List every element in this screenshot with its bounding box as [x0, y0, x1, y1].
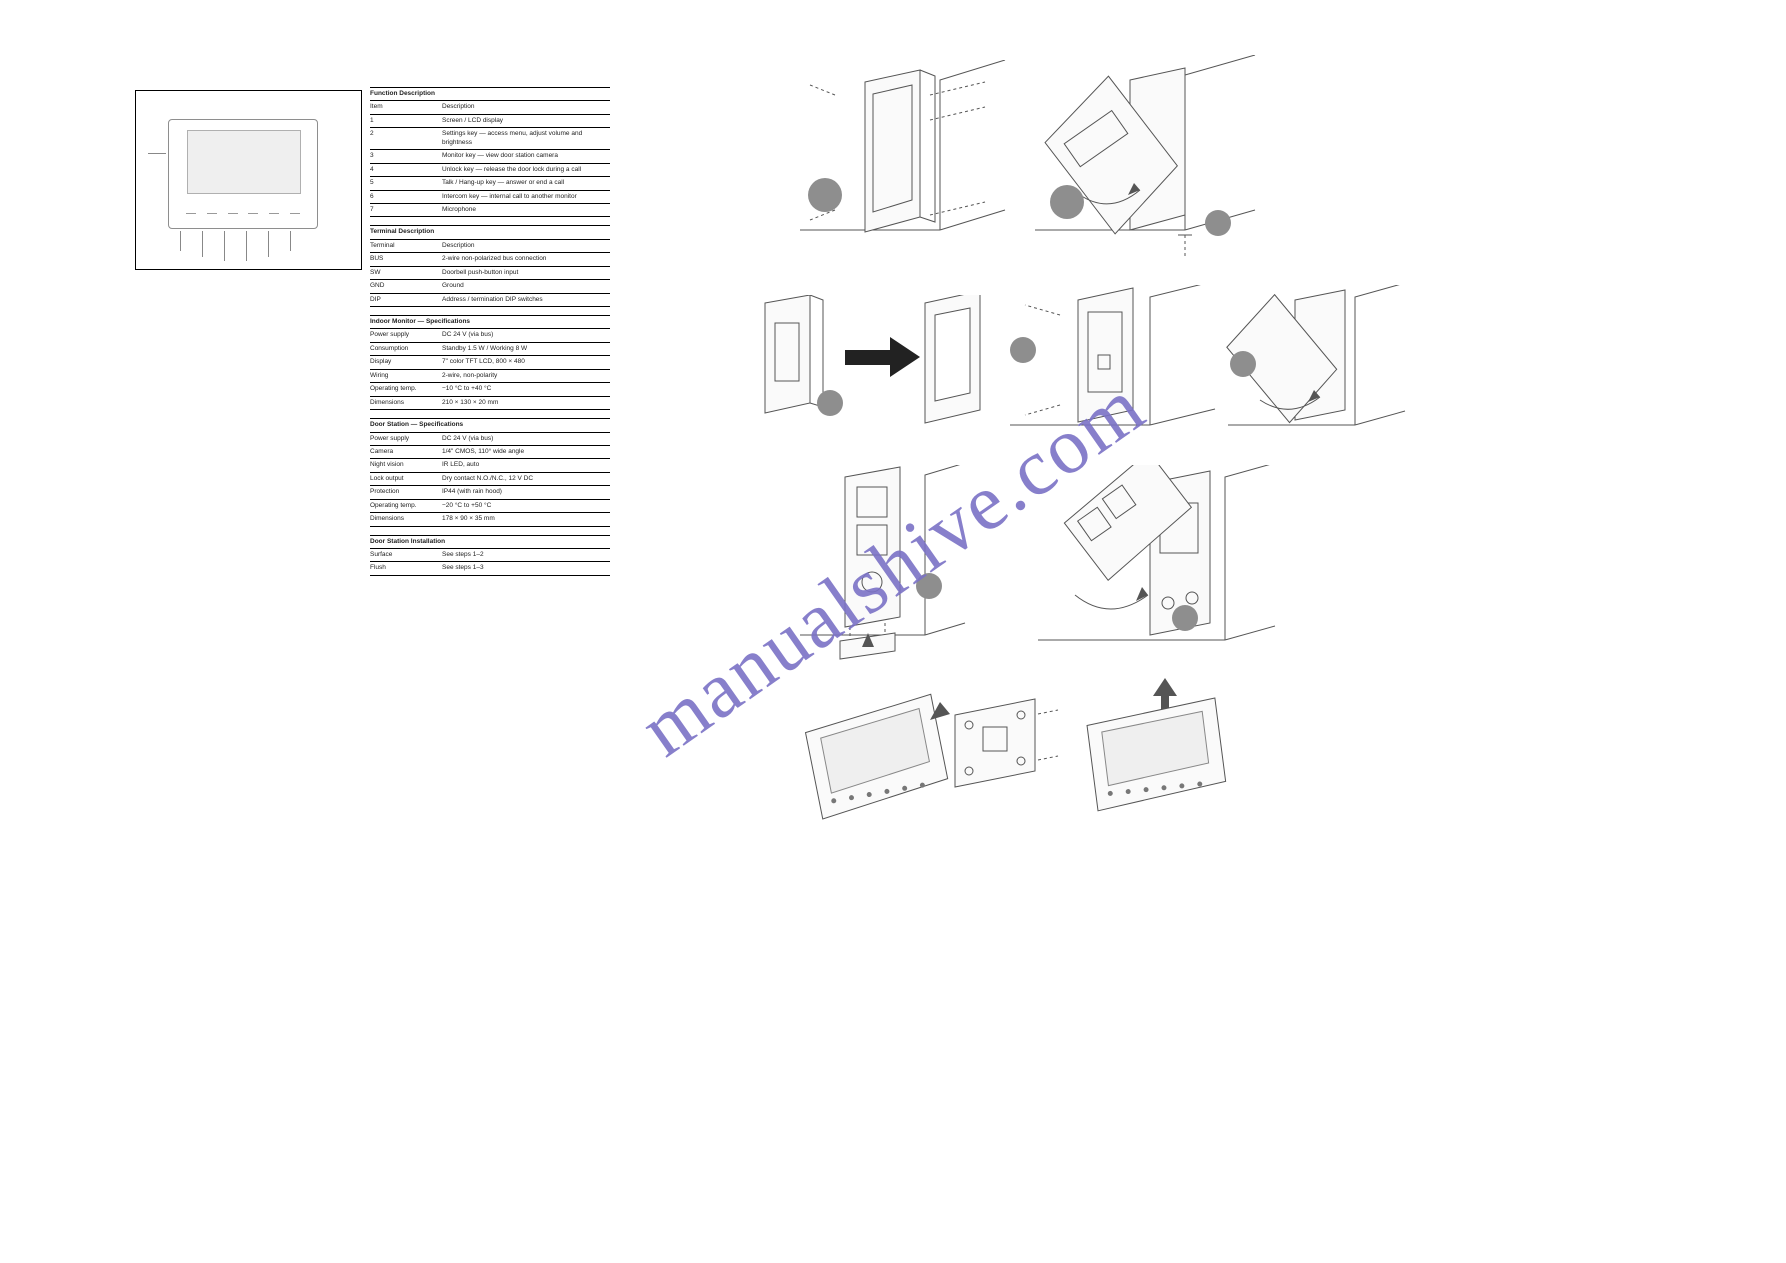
install-table-row: FlushSee steps 1–3 [370, 562, 610, 575]
monitor-mount-step2-fig [1075, 678, 1245, 813]
door-spec-row: Operating temp.−20 °C to +50 °C [370, 500, 610, 513]
function-table-row: 3Monitor key — view door station camera [370, 150, 610, 163]
function-table: Function Description ItemDescription 1Sc… [370, 87, 610, 217]
door-spec-row: Night visionIR LED, auto [370, 459, 610, 472]
spec-text-column: Function Description ItemDescription 1Sc… [370, 85, 610, 576]
install-table-row: SurfaceSee steps 1–2 [370, 549, 610, 562]
function-table-row: 2Settings key — access menu, adjust volu… [370, 128, 610, 150]
function-table-row: 1Screen / LCD display [370, 115, 610, 128]
callout-lead [246, 231, 247, 261]
install-table-title: Door Station Installation [370, 536, 610, 549]
step-dot-icon [1010, 337, 1036, 363]
flush-step1-fig [745, 295, 990, 430]
step-dot-icon [1050, 185, 1084, 219]
function-table-row: 5Talk / Hang-up key — answer or end a ca… [370, 177, 610, 190]
monitor-drawing-box [135, 90, 362, 270]
callout-lead [268, 231, 269, 257]
function-table-row: 4Unlock key — release the door lock duri… [370, 164, 610, 177]
monitor-spec-row: Operating temp.−10 °C to +40 °C [370, 383, 610, 396]
terminals-table-row: SWDoorbell push-button input [370, 267, 610, 280]
surface-step1-fig [790, 60, 1010, 250]
monitor-button-row [181, 213, 305, 222]
callout-lead [180, 231, 181, 251]
monitor-spec-table: Indoor Monitor — Specifications Power su… [370, 315, 610, 410]
monitor-btn [269, 213, 279, 222]
function-table-row: ItemDescription [370, 101, 610, 114]
terminals-table-title: Terminal Description [370, 226, 610, 239]
step-dot-icon [1172, 605, 1198, 631]
step-dot-icon [817, 390, 843, 416]
monitor-spec-row: Display7" color TFT LCD, 800 × 480 [370, 356, 610, 369]
door-spec-row: ProtectionIP44 (with rain hood) [370, 486, 610, 499]
monitor-mount-step1-fig [800, 690, 1060, 820]
step-dot-icon [1230, 351, 1256, 377]
monitor-spec-row: Wiring2-wire, non-polarity [370, 370, 610, 383]
monitor-btn [207, 213, 217, 222]
step-dot-icon [808, 178, 842, 212]
monitor-outline [168, 119, 318, 229]
monitor-btn [248, 213, 258, 222]
monitor-spec-row: Dimensions210 × 130 × 20 mm [370, 397, 610, 410]
install-table: Door Station Installation SurfaceSee ste… [370, 535, 610, 576]
function-table-row: 7Microphone [370, 204, 610, 217]
callout-lead [148, 153, 166, 154]
door-spec-row: Lock outputDry contact N.O./N.C., 12 V D… [370, 473, 610, 486]
door-spec-title: Door Station — Specifications [370, 419, 610, 432]
door-spec-row: Power supplyDC 24 V (via bus) [370, 433, 610, 446]
door-spec-row: Camera1/4" CMOS, 110° wide angle [370, 446, 610, 459]
terminals-table: Terminal Description TerminalDescription… [370, 225, 610, 307]
monitor-btn [228, 213, 238, 222]
callout-lead [290, 231, 291, 251]
terminals-table-row: TerminalDescription [370, 240, 610, 253]
terminals-table-row: GNDGround [370, 280, 610, 293]
function-table-row: 6Intercom key — internal call to another… [370, 191, 610, 204]
door-spec-table: Door Station — Specifications Power supp… [370, 418, 610, 527]
flush-step3-fig [1220, 285, 1410, 445]
monitor-screen [187, 130, 301, 194]
callout-lead [202, 231, 203, 257]
monitor-spec-row: ConsumptionStandby 1.5 W / Working 8 W [370, 343, 610, 356]
monitor-spec-title: Indoor Monitor — Specifications [370, 316, 610, 329]
surface-step2-fig [1020, 55, 1260, 260]
door-spec-row: Dimensions178 × 90 × 35 mm [370, 513, 610, 526]
function-table-title: Function Description [370, 88, 610, 101]
monitor-spec-row: Power supplyDC 24 V (via bus) [370, 329, 610, 342]
terminals-table-row: BUS2-wire non-polarized bus connection [370, 253, 610, 266]
callout-lead [224, 231, 225, 261]
monitor-btn [290, 213, 300, 222]
monitor-btn [186, 213, 196, 222]
terminals-table-row: DIPAddress / termination DIP switches [370, 294, 610, 307]
step-dot-icon [1205, 210, 1231, 236]
